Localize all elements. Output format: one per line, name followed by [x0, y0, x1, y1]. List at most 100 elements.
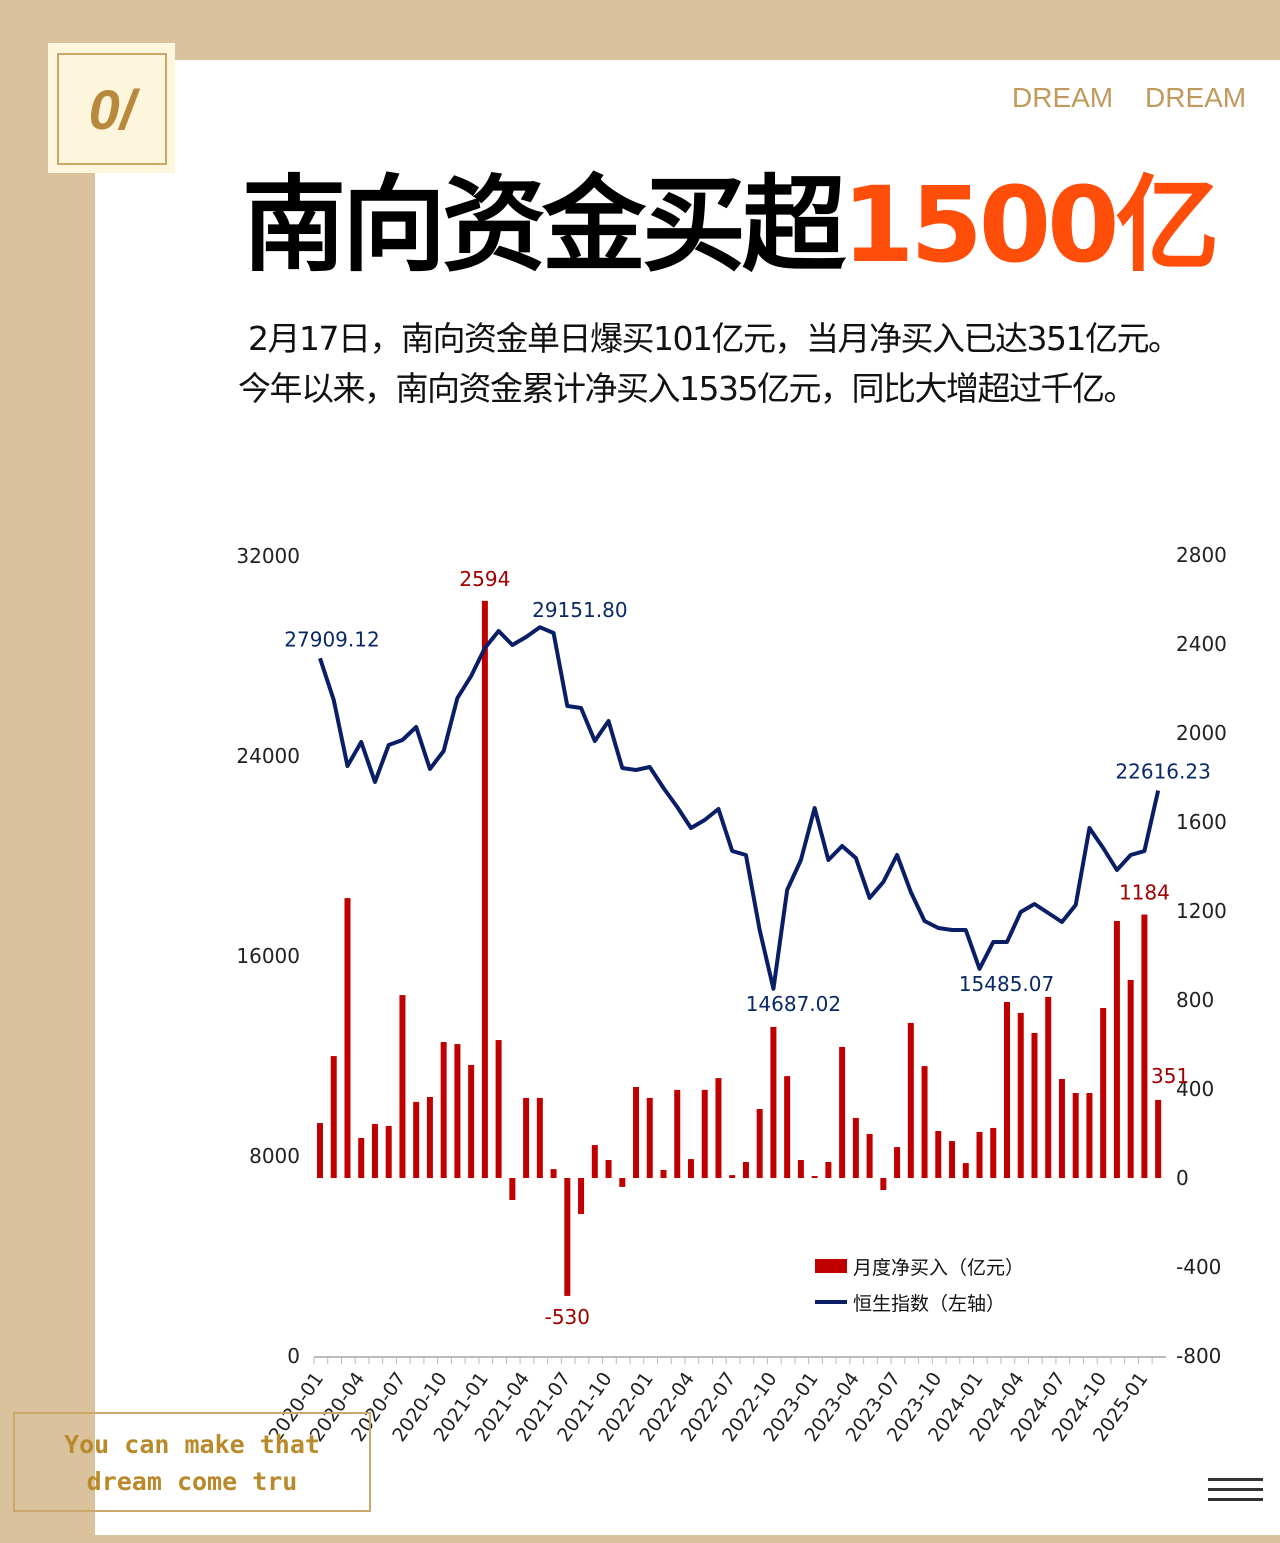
legend-swatch-bar: [815, 1259, 847, 1273]
section-badge: 0/: [48, 43, 175, 173]
bar: [976, 1131, 983, 1178]
bar: [550, 1169, 557, 1178]
bar: [523, 1097, 530, 1178]
bar: [962, 1163, 969, 1178]
bar: [687, 1159, 694, 1178]
right-tick-label: 2800: [1176, 543, 1227, 567]
bar: [1072, 1093, 1079, 1178]
bar: [852, 1117, 859, 1178]
bar: [811, 1175, 818, 1178]
bar: [358, 1137, 365, 1178]
legend-label-bar: 月度净买入（亿元）: [853, 1256, 1025, 1279]
bar: [866, 1133, 873, 1178]
line-series: [318, 625, 1161, 991]
left-tick-label: 32000: [236, 544, 300, 568]
bar: [509, 1178, 516, 1201]
bar: [880, 1178, 887, 1191]
bar: [468, 1064, 475, 1178]
left-tick-label: 8000: [249, 1144, 300, 1168]
legend-item-bar: 月度净买入（亿元）: [815, 1248, 1024, 1284]
watermark-line-2: dream come tru: [86, 1467, 298, 1496]
right-tick-label: 800: [1176, 988, 1214, 1012]
bar: [317, 1123, 323, 1178]
bar-data-label: 351: [1151, 1064, 1189, 1088]
right-tick-label: -400: [1176, 1255, 1221, 1279]
bar: [495, 1040, 502, 1178]
bar: [454, 1044, 461, 1178]
legend-item-line: 恒生指数（左轴）: [815, 1284, 1024, 1320]
bar: [907, 1022, 914, 1178]
bar: [1004, 1002, 1010, 1178]
line-data-label: 14687.02: [746, 992, 841, 1016]
line-data-label: 29151.80: [532, 598, 627, 622]
dream-tag-1: DREAM: [1012, 82, 1114, 113]
bar: [440, 1042, 447, 1178]
bar: [1031, 1032, 1038, 1178]
bar: [399, 995, 406, 1178]
legend-swatch-line: [815, 1300, 847, 1304]
bar: [344, 898, 351, 1178]
watermark: You can make that dream come tru: [13, 1412, 371, 1512]
bar: [1100, 1008, 1107, 1178]
bar: [921, 1066, 928, 1178]
summary-line-2: 今年以来，南向资金累计净买入1535亿元，同比大增超过千亿。: [238, 369, 1136, 408]
bar: [1086, 1093, 1093, 1178]
title-highlight: 1500亿: [842, 164, 1219, 286]
legend: 月度净买入（亿元） 恒生指数（左轴）: [815, 1248, 1024, 1320]
bar: [1113, 921, 1120, 1178]
bar: [536, 1097, 543, 1178]
bar: [660, 1169, 667, 1178]
bar-data-label: -530: [545, 1305, 590, 1329]
right-tick-label: 1200: [1176, 899, 1227, 923]
badge-number: 0/: [57, 53, 167, 165]
bar: [825, 1161, 832, 1178]
annotations: 27909.12 29151.80 14687.02 15485.07 22616.23…: [284, 567, 1211, 1329]
bar: [646, 1097, 653, 1178]
line-data-label: 27909.12: [284, 627, 379, 651]
bar: [426, 1097, 433, 1178]
bar-series: [317, 600, 1162, 1296]
hang-seng-line: [318, 625, 1161, 991]
left-tick-label: 16000: [236, 944, 300, 968]
bar: [1058, 1078, 1065, 1178]
bar: [715, 1078, 722, 1178]
right-tick-label: 400: [1176, 1077, 1214, 1101]
summary-line-1: 2月17日，南向资金单日爆买101亿元，当月净买入已达351亿元。: [248, 319, 1181, 358]
right-tick-label: 0: [1176, 1166, 1189, 1190]
bar: [935, 1131, 942, 1178]
hamburger-icon[interactable]: [1208, 1478, 1263, 1508]
x-axis: 2020-012020-042020-072020-102021-012021-…: [265, 1356, 1166, 1446]
bar: [578, 1178, 585, 1215]
right-tick-label: -800: [1176, 1344, 1221, 1368]
right-tick-label: 1600: [1176, 810, 1227, 834]
bar: [591, 1145, 598, 1178]
right-axis: -800 -400 0 400 800 1200 1600 2000 2400 2800: [1176, 543, 1227, 1368]
bar: [605, 1159, 612, 1178]
dream-tag-2: DREAM: [1145, 82, 1247, 113]
bar: [633, 1086, 640, 1178]
bar: [1155, 1099, 1162, 1178]
page-title: 南向资金买超1500亿: [242, 140, 1219, 291]
bar: [729, 1175, 736, 1178]
bar-data-label: 1184: [1119, 881, 1170, 905]
bar: [413, 1101, 420, 1178]
content-card: [95, 60, 1280, 1535]
bar: [1141, 914, 1148, 1178]
bar: [371, 1123, 378, 1178]
right-tick-label: 2000: [1176, 721, 1227, 745]
left-tick-label: 0: [287, 1344, 300, 1368]
watermark-line-1: You can make that: [64, 1430, 320, 1459]
bar: [784, 1076, 791, 1178]
bar: [619, 1178, 626, 1187]
left-axis: 0 8000 16000 24000 32000: [236, 544, 300, 1368]
bar-data-label: 2594: [459, 567, 510, 591]
bar: [770, 1026, 777, 1178]
bar: [797, 1159, 804, 1178]
right-tick-label: 2400: [1176, 632, 1227, 656]
bar: [1045, 996, 1052, 1178]
bar: [839, 1046, 846, 1178]
bar: [894, 1147, 901, 1178]
bar: [481, 600, 488, 1178]
title-main: 南向资金买超: [242, 164, 846, 286]
bar: [742, 1161, 749, 1178]
